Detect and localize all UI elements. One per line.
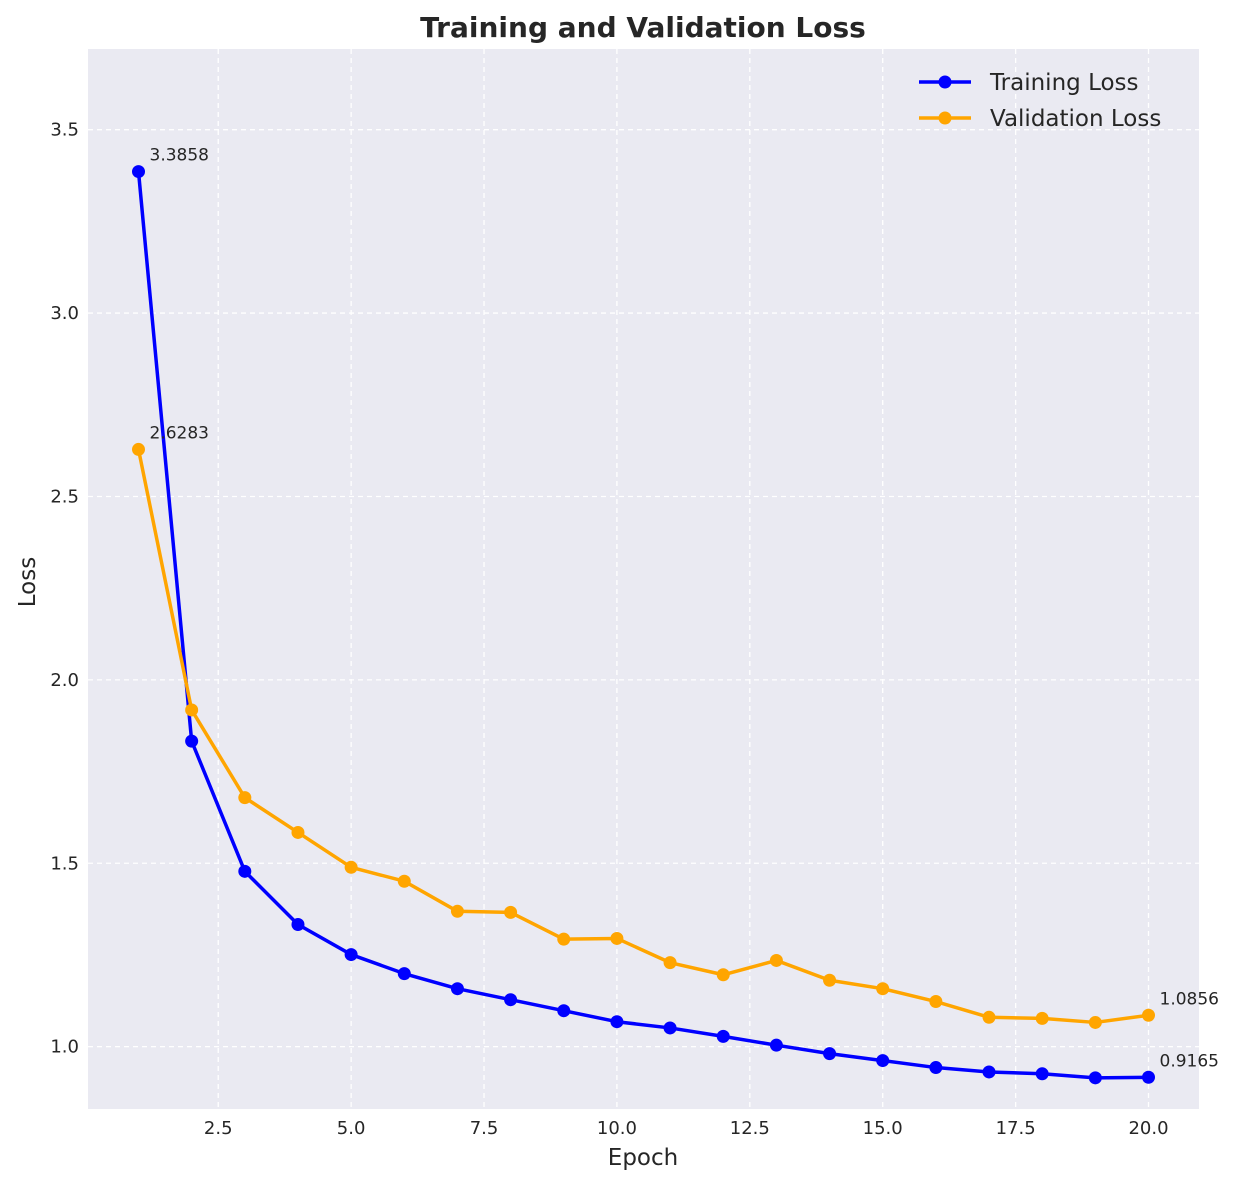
validation-loss-point (1142, 1008, 1155, 1022)
training-loss-point (450, 982, 464, 996)
training-loss-point (876, 1054, 890, 1068)
plot-area (88, 49, 1199, 1109)
training-loss-point (610, 1015, 624, 1029)
data-label: 3.3858 (150, 146, 209, 166)
validation-loss-point (397, 874, 411, 888)
validation-loss-point (1088, 1015, 1102, 1029)
validation-loss-point (823, 973, 837, 987)
y-tick-label: 1.0 (50, 1037, 79, 1058)
validation-loss-point (610, 931, 624, 945)
x-tick-label: 10.0 (597, 1118, 637, 1139)
annotations-group: 3.3858 2.6283 1.0856 0.9165 (150, 146, 1219, 1072)
training-loss-point (185, 734, 199, 748)
validation-loss-point (238, 791, 252, 805)
x-tick-label: 15.0 (863, 1118, 903, 1139)
legend-marker-validation (938, 111, 952, 125)
training-loss-point (557, 1004, 571, 1018)
validation-loss-point (769, 953, 783, 967)
y-tick-label: 3.5 (50, 120, 79, 141)
x-tick-label: 20.0 (1128, 1118, 1168, 1139)
x-tick-label: 2.5 (204, 1118, 233, 1139)
validation-loss-point (716, 968, 730, 982)
training-loss-point (663, 1021, 677, 1035)
x-tick-label: 7.5 (470, 1118, 499, 1139)
validation-loss-point (663, 956, 677, 970)
legend-label-training: Training Loss (989, 70, 1139, 96)
y-tick-label: 1.5 (50, 853, 79, 874)
legend: Training Loss Validation Loss (919, 70, 1161, 132)
y-axis-ticks: 1.0 1.5 2.0 2.5 3.0 3.5 (50, 120, 79, 1058)
training-loss-point (929, 1061, 943, 1075)
series-group (132, 165, 1155, 1085)
validation-loss-point (1035, 1011, 1049, 1025)
validation-loss-point (291, 825, 305, 839)
data-label: 2.6283 (150, 423, 209, 443)
y-tick-label: 3.0 (50, 303, 79, 324)
training-loss-point (1088, 1071, 1102, 1085)
data-label: 0.9165 (1160, 1051, 1219, 1071)
validation-loss-point (929, 995, 943, 1009)
y-tick-label: 2.5 (50, 486, 79, 507)
legend-label-validation: Validation Loss (990, 106, 1161, 132)
validation-loss-line (136, 449, 1149, 1025)
training-loss-point (344, 948, 358, 962)
training-loss-point (397, 967, 411, 981)
x-tick-label: 17.5 (996, 1118, 1036, 1139)
x-tick-label: 12.5 (730, 1118, 770, 1139)
training-loss-point (1035, 1067, 1049, 1081)
validation-loss-point (982, 1010, 996, 1024)
validation-loss-point (185, 703, 199, 717)
training-loss-point (769, 1038, 783, 1052)
validation-loss-point (557, 932, 571, 946)
validation-loss-point (450, 904, 464, 918)
training-loss-point (132, 165, 145, 179)
validation-loss-point (504, 905, 518, 919)
x-axis-ticks: 2.5 5.0 7.5 10.0 12.5 15.0 17.5 20.0 (204, 1118, 1169, 1139)
validation-loss-point (876, 982, 890, 996)
training-loss-point (238, 864, 252, 878)
training-loss-point (982, 1065, 996, 1079)
x-tick-label: 5.0 (337, 1118, 366, 1139)
training-loss-point (823, 1047, 837, 1061)
training-loss-point (291, 918, 305, 932)
validation-loss-point (132, 442, 145, 456)
x-axis-label: Epoch (608, 1145, 678, 1171)
data-label: 1.0856 (1160, 989, 1219, 1009)
legend-marker-training (938, 75, 952, 89)
training-loss-point (1142, 1070, 1155, 1084)
y-tick-label: 2.0 (50, 670, 79, 691)
training-loss-point (716, 1029, 730, 1043)
y-axis-label: Loss (15, 557, 41, 607)
validation-loss-point (344, 860, 358, 874)
training-loss-point (504, 993, 518, 1007)
chart-title: Training and Validation Loss (420, 11, 866, 44)
training-loss-line (136, 171, 1149, 1080)
